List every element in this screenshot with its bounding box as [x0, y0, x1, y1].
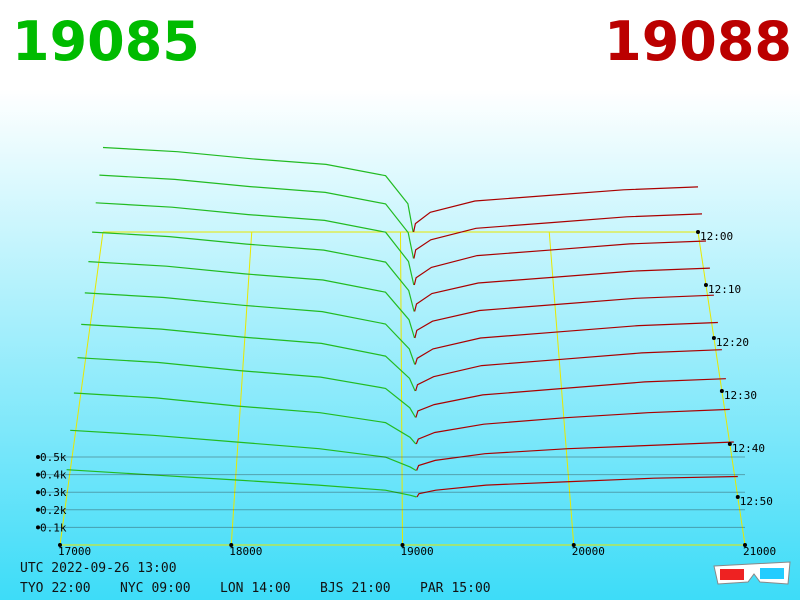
asks-depth-line [415, 349, 722, 392]
city-time: LON 14:00 [220, 581, 291, 596]
city-clock: 22:00 [51, 581, 90, 596]
city-name: TYO [20, 581, 44, 596]
y-tick [36, 507, 40, 512]
bids-depth-line [84, 292, 416, 365]
ask-price: 19088 [604, 10, 792, 73]
bids-depth-line [95, 202, 415, 286]
city-name: PAR [420, 581, 444, 596]
asks-depth-line [414, 294, 714, 339]
3d-glasses-icon [713, 561, 791, 585]
asks-depth-line [415, 408, 730, 445]
z-tick-label: 12:00 [700, 230, 733, 243]
bids-depth-line [70, 429, 417, 472]
bids-depth-line [77, 357, 417, 418]
bids-depth-line [66, 469, 417, 498]
bids-depth-line [81, 323, 416, 392]
z-tick-label: 12:30 [724, 389, 757, 402]
grid-line [230, 231, 253, 546]
asks-depth-line [415, 378, 726, 418]
x-tick [571, 543, 576, 547]
z-tick-label: 12:40 [732, 442, 765, 455]
x-tick [58, 543, 62, 547]
bids-depth-line [88, 261, 416, 339]
grid-line [59, 231, 104, 546]
y-tick-label: 0.2k [40, 504, 67, 517]
x-tick [400, 543, 405, 547]
y-tick [36, 472, 40, 477]
city-clock: 09:00 [151, 581, 190, 596]
y-tick-label: 0.3k [40, 486, 67, 499]
bids-depth-line [73, 392, 417, 445]
bids-depth-line [92, 231, 415, 312]
city-name: LON [220, 581, 243, 596]
x-tick [743, 543, 747, 547]
city-clock: 15:00 [451, 581, 490, 596]
utc-time: UTC 2022-09-26 13:00 [20, 561, 177, 576]
city-time: TYO 22:00 [20, 581, 91, 596]
asks-depth-line [414, 321, 718, 365]
x-tick-label: 20000 [572, 545, 605, 558]
y-tick [36, 525, 40, 530]
city-name: BJS [320, 581, 343, 596]
asks-depth-line [413, 240, 707, 286]
z-tick-label: 12:20 [716, 336, 749, 349]
z-tick [696, 230, 700, 234]
bids-depth-line [99, 174, 415, 259]
grid-line [400, 231, 403, 546]
y-tick-label: 0.1k [40, 521, 67, 534]
asks-depth-line [416, 475, 738, 498]
z-tick [719, 389, 724, 393]
x-tick-label: 21000 [743, 545, 776, 558]
x-tick [229, 543, 234, 547]
x-tick-label: 18000 [229, 545, 262, 558]
asks-depth-line [416, 441, 734, 471]
asks-depth-line [413, 213, 703, 259]
plot: 17000 18000 19000 20000 21000 12:00 12:10 12:20… [36, 146, 776, 558]
city-times: TYO 22:00 NYC 09:00 LON 14:00 BJS 21:00 PAR 15:00 [20, 581, 491, 596]
bids-depth-line [102, 146, 414, 233]
z-tick [727, 442, 732, 446]
y-tick [36, 490, 40, 495]
city-clock: 14:00 [251, 581, 290, 596]
x-tick-label: 19000 [401, 545, 434, 558]
z-tick-label: 12:10 [708, 283, 741, 296]
z-tick [703, 283, 708, 287]
city-time: PAR 15:00 [420, 581, 491, 596]
city-name: NYC [120, 581, 143, 596]
bid-price: 19085 [12, 10, 200, 73]
asks-depth-line [414, 267, 710, 312]
city-time: BJS 21:00 [320, 581, 391, 596]
y-tick-label: 0.5k [40, 451, 67, 464]
asks-depth-line [413, 186, 699, 233]
y-tick [36, 455, 40, 459]
z-tick [711, 336, 716, 340]
z-tick [735, 495, 740, 499]
x-tick-label: 17000 [58, 545, 91, 558]
city-time: NYC 09:00 [120, 581, 191, 596]
city-clock: 21:00 [351, 581, 390, 596]
y-tick-label: 0.4k [40, 469, 67, 482]
z-tick-label: 12:50 [740, 495, 773, 508]
